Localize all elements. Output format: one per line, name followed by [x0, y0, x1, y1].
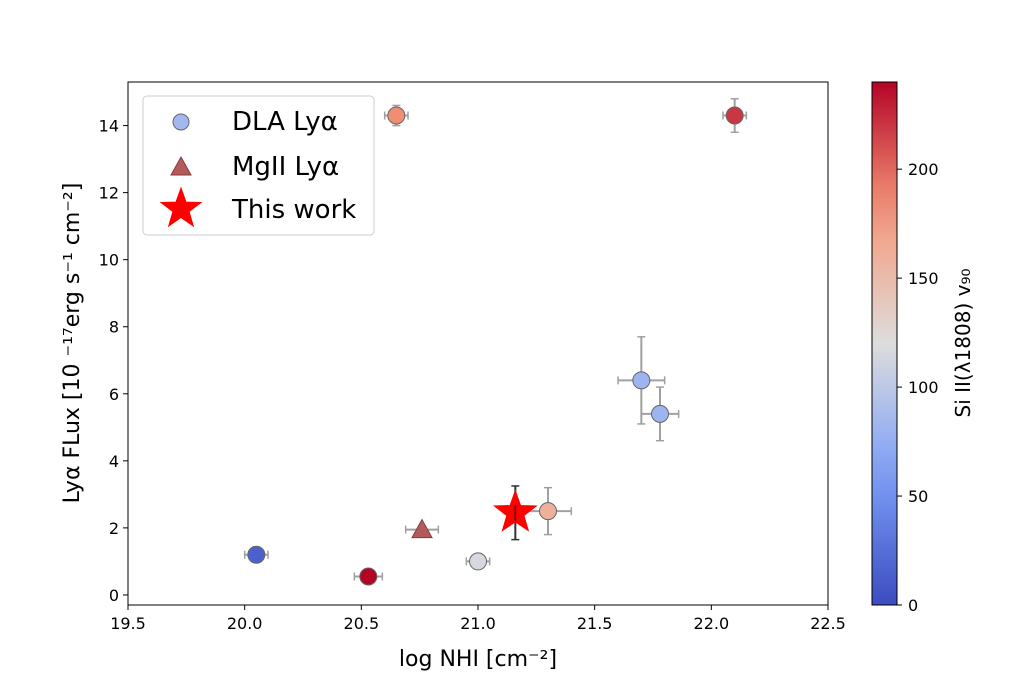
- x-tick-label: 21.5: [577, 614, 613, 633]
- colorbar-label: Si II(λ1808) v₉₀: [951, 269, 975, 418]
- colorbar-tick-label: 50: [908, 487, 928, 506]
- data-point-dla: [359, 567, 378, 586]
- y-tick-label: 6: [109, 385, 119, 404]
- y-tick-label: 12: [99, 184, 119, 203]
- x-tick-label: 20.5: [344, 614, 380, 633]
- y-tick-label: 0: [109, 586, 119, 605]
- legend-marker-this-work: [159, 186, 203, 228]
- data-point-dla: [247, 545, 266, 564]
- x-tick-label: 22.5: [810, 614, 846, 633]
- y-tick-label: 14: [99, 117, 119, 136]
- legend-label-dla: DLA Lyα: [232, 107, 338, 137]
- x-tick-label: 20.0: [227, 614, 263, 633]
- data-point-dla: [632, 371, 651, 390]
- y-tick-label: 8: [109, 318, 119, 337]
- legend-marker-mgii: [170, 155, 192, 176]
- y-tick-label: 10: [99, 251, 119, 270]
- x-axis-label: log NHI [cm⁻²]: [399, 647, 557, 672]
- x-tick-label: 19.5: [110, 614, 146, 633]
- y-tick-label: 2: [109, 519, 119, 538]
- data-point-dla: [387, 106, 406, 125]
- y-tick-label: 4: [109, 452, 119, 471]
- data-point-dla: [469, 552, 487, 571]
- colorbar-tick-label: 200: [908, 160, 939, 179]
- colorbar-tick-label: 150: [908, 269, 939, 288]
- legend-box: [142, 95, 375, 236]
- legend-marker-dla: [172, 113, 190, 131]
- data-point-dla: [725, 106, 744, 125]
- data-point-mgii: [411, 518, 433, 539]
- legend-label-mgii: MgII Lyα: [232, 152, 339, 182]
- colorbar-tick-label: 0: [908, 596, 918, 615]
- data-point-dla: [539, 502, 557, 521]
- data-point-dla: [651, 404, 669, 423]
- x-tick-label: 21.0: [460, 614, 496, 633]
- colorbar: [871, 81, 898, 606]
- x-tick-label: 22.0: [694, 614, 730, 633]
- y-axis-label: Lyα FLux [10 ⁻¹⁷erg s⁻¹ cm⁻²]: [60, 183, 85, 504]
- legend-label-this-work: This work: [231, 195, 356, 225]
- legend: DLA Lyα MgII Lyα This work: [142, 95, 375, 236]
- colorbar-tick-label: 100: [908, 378, 939, 397]
